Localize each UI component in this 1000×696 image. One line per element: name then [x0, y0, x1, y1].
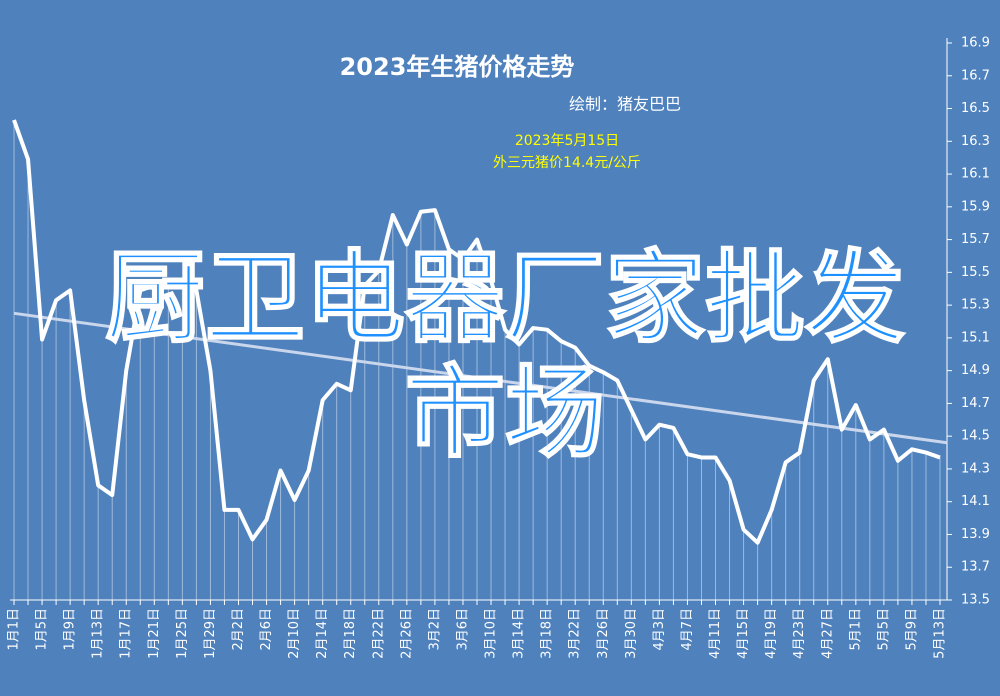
x-tick-label: 1月5日	[35, 608, 50, 651]
y-tick-label: 15.5	[961, 265, 990, 280]
x-tick-label: 3月18日	[540, 608, 555, 659]
y-tick-label: 14.7	[961, 396, 990, 411]
x-tick-label: 1月1日	[7, 608, 22, 651]
x-tick-label: 2月10日	[287, 608, 302, 659]
x-tick-label: 2月18日	[343, 608, 358, 659]
x-tick-label: 4月27日	[820, 608, 835, 659]
x-tick-label: 3月22日	[568, 608, 583, 659]
y-tick-label: 15.1	[961, 330, 990, 345]
y-tick-label: 15.7	[961, 232, 990, 247]
x-tick-label: 5月9日	[904, 608, 919, 651]
y-tick-label: 13.5	[961, 593, 990, 608]
x-tick-label: 2月26日	[399, 608, 414, 659]
x-tick-label: 4月7日	[680, 608, 695, 651]
y-tick-label: 13.7	[961, 560, 990, 575]
chart-subtitle: 绘制：猪友巴巴	[569, 95, 681, 114]
y-tick-label: 15.9	[961, 199, 990, 214]
x-tick-label: 3月2日	[427, 608, 442, 651]
y-tick-label: 16.9	[961, 36, 990, 51]
y-tick-label: 14.9	[961, 363, 990, 378]
y-tick-label: 15.3	[961, 298, 990, 313]
x-tick-label: 5月1日	[848, 608, 863, 651]
annotation: 2023年5月15日	[515, 133, 619, 149]
x-tick-label: 5月5日	[876, 608, 891, 651]
x-tick-label: 1月25日	[175, 608, 190, 659]
annotation: 外三元猪价14.4元/公斤	[493, 155, 641, 171]
trendline	[13, 311, 948, 445]
x-tick-label: 1月13日	[91, 608, 106, 659]
x-tick-label: 3月6日	[455, 608, 470, 651]
x-tick-label: 3月30日	[624, 608, 639, 659]
x-tick-label: 2月14日	[315, 608, 330, 659]
watermark: 市场	[405, 354, 605, 471]
x-tick-label: 2月2日	[231, 608, 246, 651]
y-tick-label: 13.9	[961, 527, 990, 542]
y-tick-label: 16.3	[961, 134, 990, 149]
x-tick-label: 4月11日	[708, 608, 723, 659]
x-tick-label: 4月3日	[652, 608, 667, 651]
y-tick-label: 16.1	[961, 167, 990, 182]
price-line	[12, 119, 941, 545]
x-tick-label: 4月23日	[792, 608, 807, 659]
x-tick-label: 4月19日	[764, 608, 779, 659]
y-tick-label: 14.1	[961, 494, 990, 509]
x-tick-label: 2月6日	[259, 608, 274, 651]
y-tick-label: 14.3	[961, 461, 990, 476]
x-tick-label: 5月13日	[933, 608, 948, 659]
y-tick-label: 16.5	[961, 101, 990, 116]
x-tick-label: 1月21日	[147, 608, 162, 659]
chart-title: 2023年生猪价格走势	[340, 53, 575, 81]
x-tick-label: 1月29日	[203, 608, 218, 659]
y-tick-label: 16.7	[961, 68, 990, 83]
watermark: 厨卫电器厂家批发	[105, 239, 905, 356]
y-tick-label: 14.5	[961, 429, 990, 444]
x-tick-label: 1月9日	[63, 608, 78, 651]
x-tick-label: 3月10日	[484, 608, 499, 659]
x-tick-label: 3月26日	[596, 608, 611, 659]
x-tick-label: 3月14日	[512, 608, 527, 659]
x-tick-label: 1月17日	[119, 608, 134, 659]
x-tick-label: 2月22日	[371, 608, 386, 659]
x-tick-label: 4月15日	[736, 608, 751, 659]
